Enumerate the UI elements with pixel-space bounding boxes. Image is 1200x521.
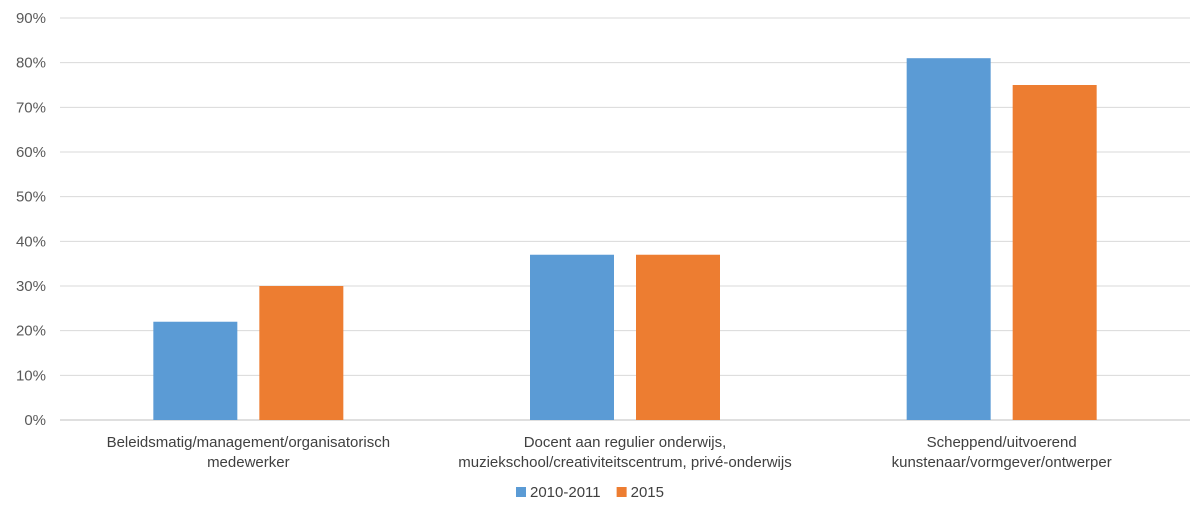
legend: 2010-2011 2015 bbox=[516, 484, 664, 501]
y-tick-label: 10% bbox=[16, 367, 46, 384]
bar-2015-2 bbox=[1012, 85, 1097, 420]
category-label: Scheppend/uitvoerend kunstenaar/vormgever… bbox=[892, 434, 1112, 471]
legend-swatch bbox=[616, 487, 627, 497]
bar-2010-2011-2 bbox=[906, 58, 991, 420]
bar-2015-1 bbox=[636, 254, 720, 420]
bar-2015-0 bbox=[259, 286, 344, 420]
y-tick-label: 80% bbox=[16, 55, 46, 72]
bar-2010-2011-1 bbox=[530, 254, 614, 420]
y-tick-label: 30% bbox=[16, 278, 46, 295]
legend-label: 2015 bbox=[631, 484, 664, 501]
y-tick-label: 0% bbox=[24, 412, 46, 429]
category-label: Beleidsmatig/management/organisatorisch m… bbox=[107, 434, 390, 471]
category-label: Docent aan regulier onderwijs, muziekscho… bbox=[458, 434, 791, 471]
y-tick-label: 90% bbox=[16, 10, 46, 27]
x-axis-category-labels: Beleidsmatig/management/organisatorisch m… bbox=[107, 434, 1112, 471]
bars bbox=[153, 58, 1097, 420]
y-tick-label: 40% bbox=[16, 233, 46, 250]
y-axis-ticks: 0% 10% 20% 30% 40% 50% 60% 70% 80% 90% bbox=[16, 10, 46, 429]
legend-swatch bbox=[516, 487, 526, 497]
y-tick-label: 70% bbox=[16, 99, 46, 116]
y-tick-label: 20% bbox=[16, 323, 46, 340]
legend-label: 2010-2011 bbox=[530, 484, 601, 501]
bar-2010-2011-0 bbox=[153, 321, 238, 420]
gridlines bbox=[60, 17, 1190, 421]
y-tick-label: 50% bbox=[16, 189, 46, 206]
y-tick-label: 60% bbox=[16, 144, 46, 161]
